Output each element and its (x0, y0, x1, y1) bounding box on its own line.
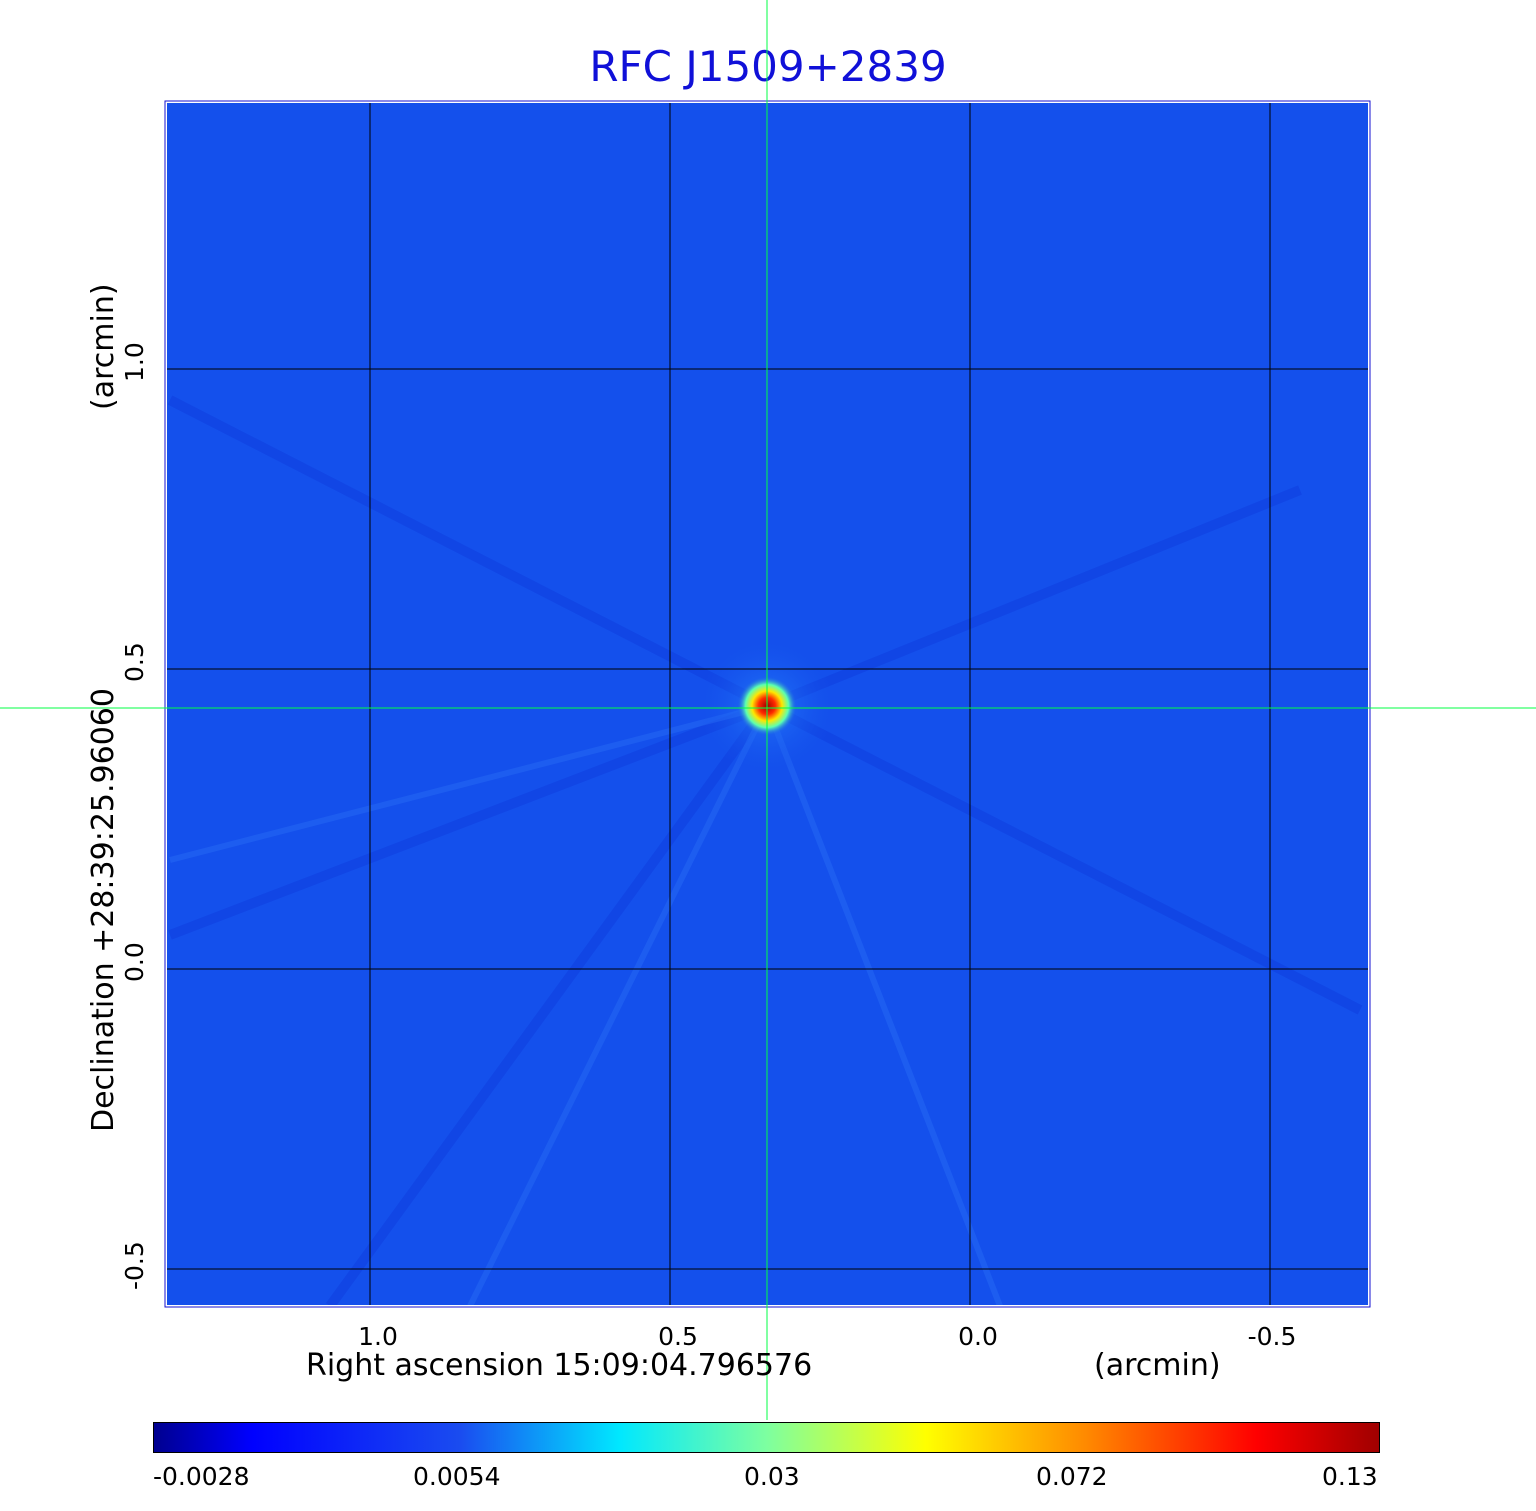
x-tick: 0.5 (658, 1322, 698, 1351)
y-axis-unit: (arcmin) (86, 283, 121, 410)
y-tick: 0.5 (120, 642, 149, 682)
colorbar (153, 1422, 1380, 1453)
x-tick: 1.0 (358, 1322, 398, 1351)
x-tick: -0.5 (1247, 1322, 1297, 1351)
colorbar-tick: 0.03 (744, 1462, 800, 1491)
colorbar-tick: -0.0028 (153, 1462, 250, 1491)
y-tick: 1.0 (120, 342, 149, 382)
colorbar-tick: 0.0054 (413, 1462, 501, 1491)
page-title: RFC J1509+2839 (589, 42, 947, 91)
x-axis-label: Right ascension 15:09:04.796576 (306, 1348, 813, 1383)
x-tick: 0.0 (958, 1322, 998, 1351)
sidelobe-streaks-light (169, 703, 1003, 1308)
y-axis-label: Declination +28:39:25.96060 (86, 688, 121, 1132)
x-axis-unit: (arcmin) (1094, 1348, 1221, 1383)
sidelobe-streaks (167, 395, 1363, 1309)
y-tick: -0.5 (120, 1241, 149, 1290)
colorbar-tick: 0.072 (1036, 1462, 1108, 1491)
y-tick: 0.0 (120, 942, 149, 982)
colorbar-tick: 0.13 (1322, 1462, 1378, 1491)
radio-map[interactable] (0, 0, 1536, 1420)
